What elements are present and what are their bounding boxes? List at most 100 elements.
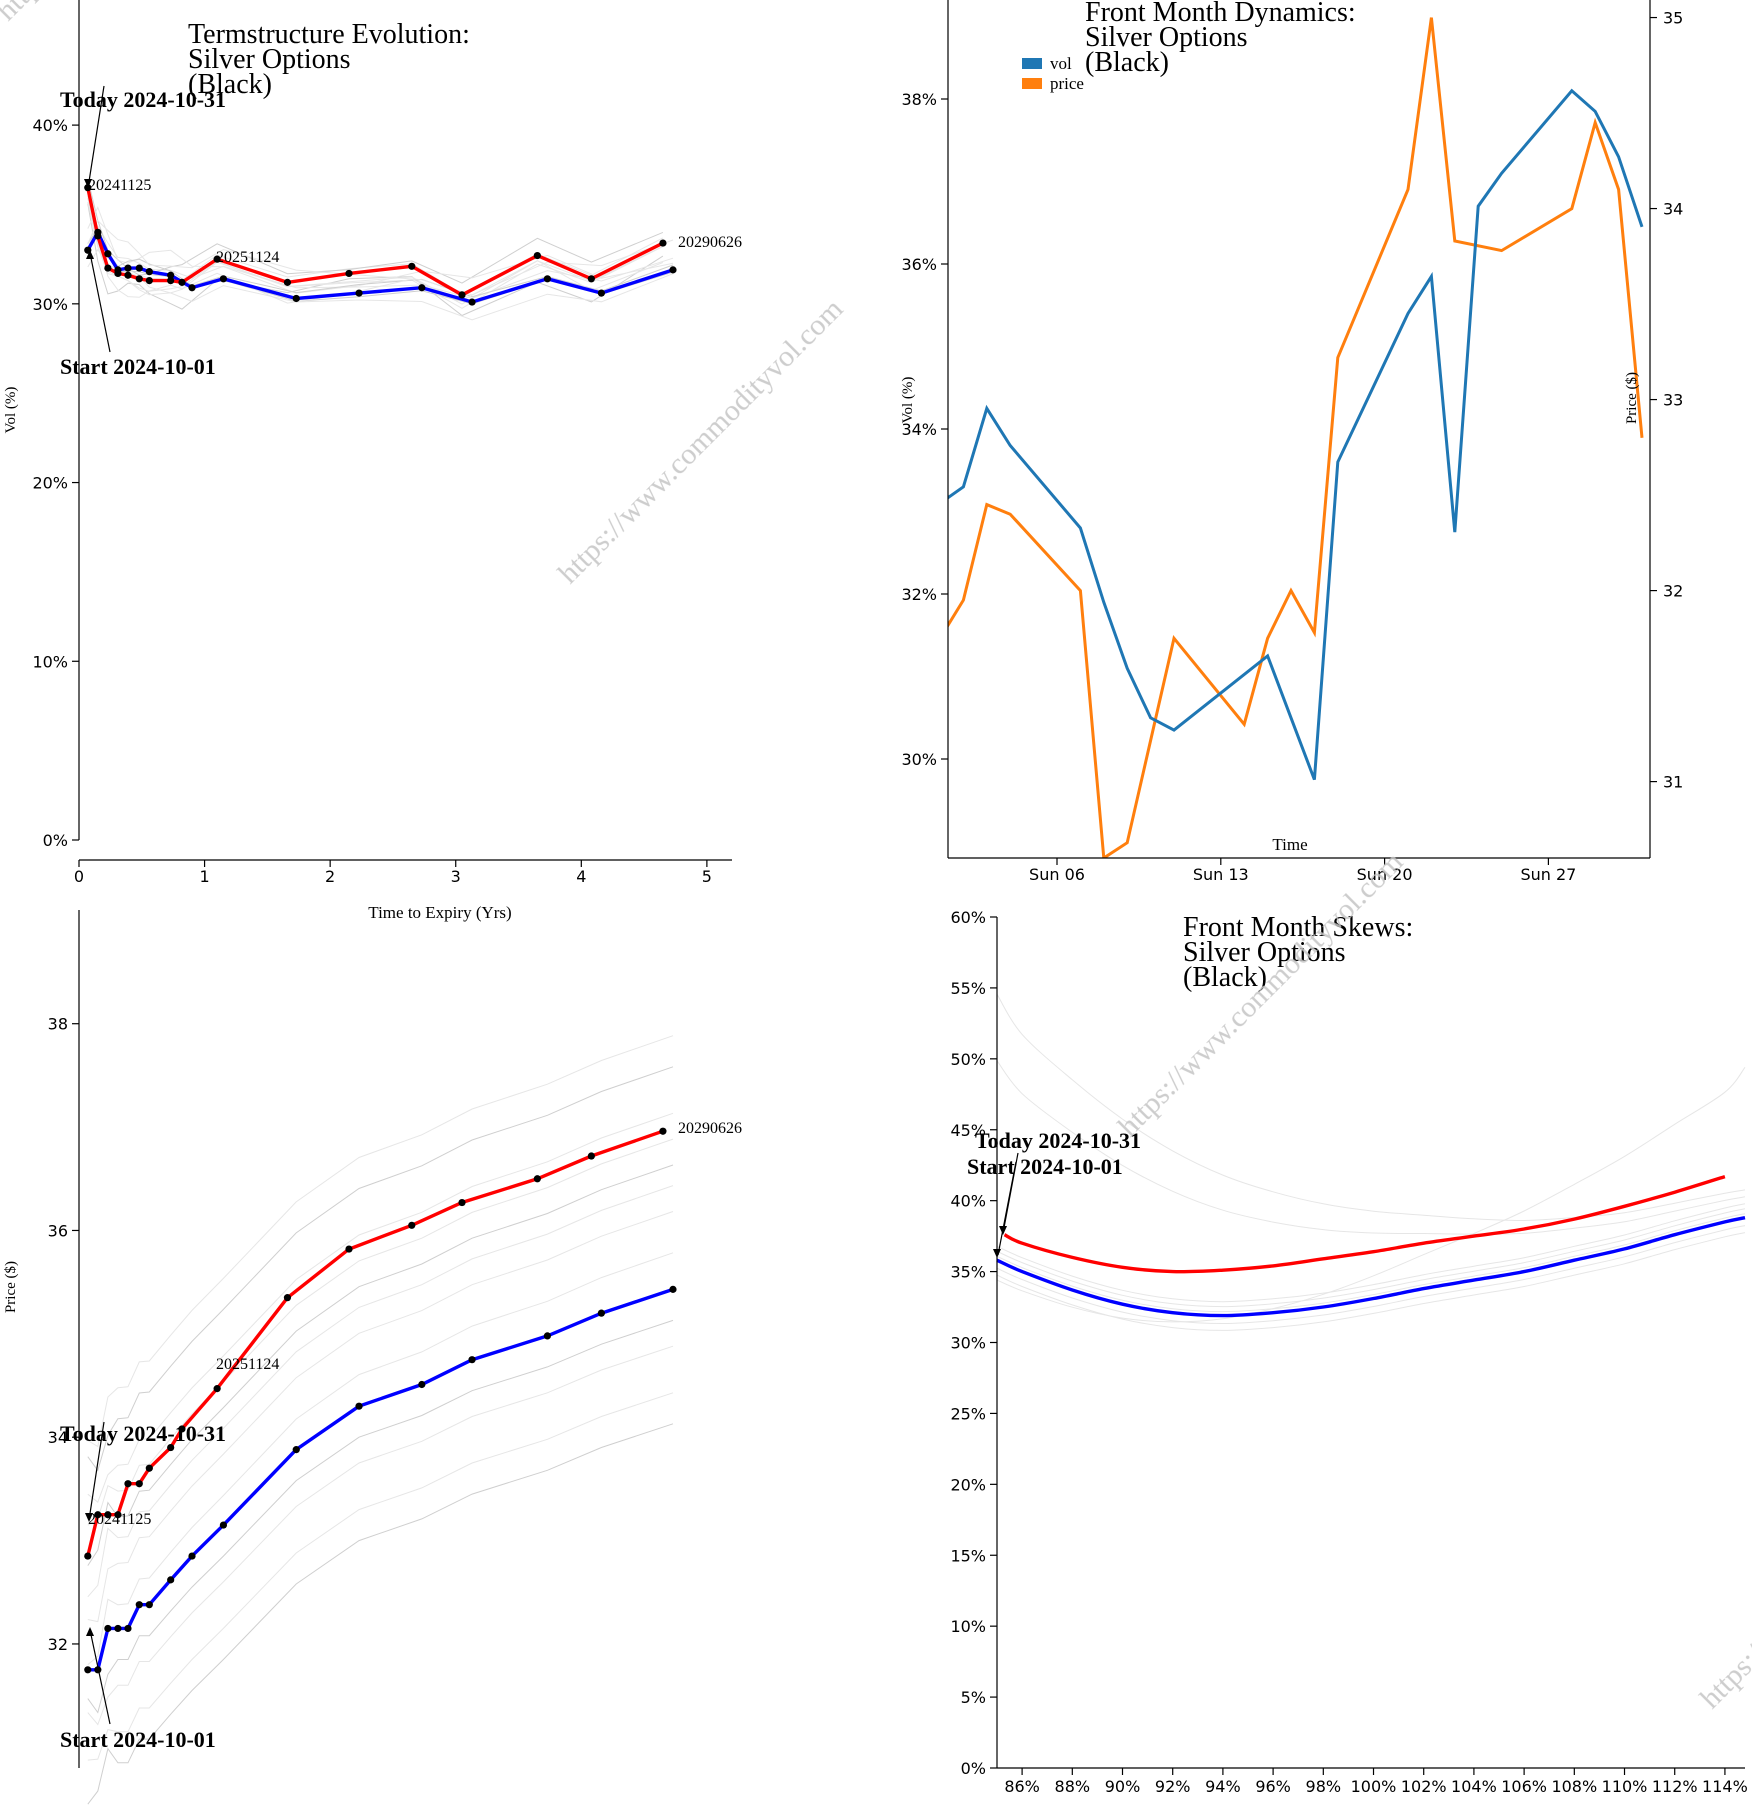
frontmonth-x-label: Time xyxy=(1272,835,1307,854)
frontmonth-series xyxy=(948,17,1644,858)
frontmonth-panel: 30% 32% 34% 36% 38% 31 32 33 34 35 Sun 06 Sun 13 Sun… xyxy=(900,0,1683,884)
futures-point: Start 2024-10-01: 4.16 yrs, $35.2 xyxy=(597,1309,606,1317)
frontmonth-y-tick-label: 30% xyxy=(901,750,937,769)
skews-x-tick-label: 112% xyxy=(1652,1777,1698,1796)
frontmonth-y-tick-label-right: 34 xyxy=(1663,200,1683,219)
termstructure-point: Start 2024-10-01: 1.73 yrs, 30.3% xyxy=(292,294,300,303)
termstructure-point: Start 2024-10-01: 2.73 yrs, 30.9% xyxy=(418,284,426,292)
termstructure-y-tick-label: 40% xyxy=(32,116,68,135)
futures-contract-label-mid: 20251124 xyxy=(216,1356,279,1373)
futures-today-arrowhead xyxy=(85,1513,93,1522)
termstructure-today-arrowhead xyxy=(84,179,92,188)
skews-x-tick-label: 100% xyxy=(1351,1777,1397,1796)
futures-point: Start 2024-10-01: 0.39 yrs, $32.15 xyxy=(124,1624,132,1633)
futures-history-line xyxy=(87,1345,674,1726)
skews-start-annotation: Start 2024-10-01 xyxy=(967,1154,1123,1179)
skews-x-tick-label: 114% xyxy=(1702,1777,1748,1796)
termstructure-x-tick-label: 4 xyxy=(576,867,586,886)
frontmonth-title-line3: (Black) xyxy=(1085,47,1169,78)
termstructure-today-annotation: Today 2024-10-31 xyxy=(60,87,226,112)
skews-y-tick-label: 15% xyxy=(950,1546,986,1565)
futures-history-line xyxy=(87,1035,674,1448)
futures-point: Today 2024-10-31: 3.65 yrs, $36.5 xyxy=(533,1175,541,1183)
termstructure-point: Start 2024-10-01: 0.73 yrs, 31.6% xyxy=(167,271,175,279)
skews-title-line1: Front Month Skews: xyxy=(1183,912,1413,943)
skews-x-tick-label: 110% xyxy=(1602,1777,1648,1796)
termstructure-x-tick-label: 3 xyxy=(451,867,461,886)
termstructure-start-arrowhead xyxy=(86,250,94,259)
termstructure-point: Start 2024-10-01: 0.23 yrs, 32.8% xyxy=(104,250,112,258)
skews-x-tick-label: 86% xyxy=(1004,1777,1040,1796)
termstructure-point: Start 2024-10-01: 0.9 yrs, 30.9% xyxy=(188,284,196,292)
skews-history-line xyxy=(996,1203,1746,1303)
legend-price-swatch xyxy=(1022,78,1042,89)
skews-history-line xyxy=(996,993,1746,1222)
futures-point: Start 2024-10-01: 0.73 yrs, $32.62 xyxy=(167,1576,175,1584)
futures-y-tick-label: 32 xyxy=(48,1635,68,1654)
termstructure-history-line xyxy=(87,195,664,304)
skews-x-tick-label: 96% xyxy=(1255,1777,1291,1796)
frontmonth-x-tick-label: Sun 20 xyxy=(1357,865,1413,884)
futures-start-arrow xyxy=(89,1629,111,1725)
futures-point: Today 2024-10-31: 4.08 yrs, $36.72 xyxy=(587,1152,595,1160)
termstructure-x-tick-label: 1 xyxy=(199,867,209,886)
futures-point: Today 2024-10-31: 0.56 yrs, $33.7 xyxy=(145,1464,153,1472)
skews-x-tick-label: 104% xyxy=(1451,1777,1497,1796)
frontmonth-lines xyxy=(948,17,1644,858)
skews-x-tick-label: 88% xyxy=(1055,1777,1091,1796)
futures-y-tick-label: 36 xyxy=(48,1221,68,1240)
termstructure-point: Today 2024-10-31: 4.65 yrs, 33.4% xyxy=(659,239,667,247)
termstructure-x-tick-label: 5 xyxy=(702,867,712,886)
futures-history-line xyxy=(87,1066,674,1472)
termstructure-point: Today 2024-10-31: 0.48 yrs, 31.4% xyxy=(135,275,143,283)
termstructure-y-tick-label: 0% xyxy=(43,831,68,850)
termstructure-x-label: Time to Expiry (Yrs) xyxy=(368,903,511,922)
termstructure-point: Start 2024-10-01: 3.73 yrs, 31.4% xyxy=(543,275,552,283)
futures-point: Start 2024-10-01: 2.73 yrs, $34.51 xyxy=(418,1380,426,1389)
frontmonth-x-tick-label: Sun 06 xyxy=(1029,865,1085,884)
termstructure-today-arrow xyxy=(87,85,105,189)
termstructure-point: Today 2024-10-31: 0.82 yrs, 31.2% xyxy=(178,278,186,286)
frontmonth-y-tick-label: 32% xyxy=(901,585,937,604)
futures-point: Start 2024-10-01: 4.73 yrs, $35.43 xyxy=(669,1285,677,1293)
frontmonth-y-tick-label-right: 32 xyxy=(1663,582,1683,601)
futures-point: Start 2024-10-01: 1.15 yrs, $33.15 xyxy=(219,1521,228,1529)
frontmonth-y-tick-label: 36% xyxy=(901,255,937,274)
futures-point: Start 2024-10-01: 0.9 yrs, $32.85 xyxy=(188,1552,196,1560)
futures-history-line xyxy=(87,1164,674,1566)
futures-point: Today 2024-10-31: 0.48 yrs, $33.55 xyxy=(135,1480,143,1488)
futures-contract-label-last: 20290626 xyxy=(678,1120,742,1137)
futures-y-label: Price ($) xyxy=(3,1261,19,1313)
skews-start-arrow xyxy=(997,1161,1017,1256)
termstructure-start-annotation: Start 2024-10-01 xyxy=(60,354,216,379)
legend-vol-label: vol xyxy=(1050,54,1072,73)
futures-point: Today 2024-10-31: 4.65 yrs, $36.96 xyxy=(659,1127,667,1135)
skews-today-annotation: Today 2024-10-31 xyxy=(975,1128,1141,1153)
termstructure-point: Start 2024-10-01: 0.56 yrs, 31.8% xyxy=(145,268,153,276)
termstructure-title-line1: Termstructure Evolution: xyxy=(188,19,470,50)
skews-y-tick-label: 30% xyxy=(950,1334,986,1353)
frontmonth-y-label-right: Price ($) xyxy=(1624,372,1640,424)
futures-point: Today 2024-10-31: 2.65 yrs, $36.05 xyxy=(408,1221,416,1229)
termstructure-point: Start 2024-10-01: 4.16 yrs, 30.6% xyxy=(597,289,606,297)
termstructure-y-tick-label: 30% xyxy=(32,295,68,314)
termstructure-y-tick-label: 10% xyxy=(32,652,68,671)
termstructure-point: Today 2024-10-31: 2.15 yrs, 31.7% xyxy=(345,269,353,278)
skews-series xyxy=(996,1174,1746,1318)
skews-x-tick-label: 108% xyxy=(1551,1777,1597,1796)
termstructure-axes: 0% 10% 20% 30% 40% 0 1 2 3 4 5 xyxy=(32,0,732,886)
skews-series-line xyxy=(996,1216,1746,1318)
skews-x-tick-label: 90% xyxy=(1105,1777,1141,1796)
termstructure-point: Start 2024-10-01: 3.13 yrs, 30.1% xyxy=(468,298,476,306)
frontmonth-y-tick-label: 34% xyxy=(901,420,937,439)
futures-history-lines xyxy=(87,1035,674,1805)
skews-y-tick-label: 0% xyxy=(961,1759,986,1778)
futures-history-line xyxy=(87,1392,674,1761)
termstructure-contract-label-last: 20290626 xyxy=(678,234,742,251)
futures-point: Today 2024-10-31: 3.05 yrs, $36.27 xyxy=(458,1198,466,1207)
futures-point: Today 2024-10-31: 0.31 yrs, $33.25 xyxy=(114,1511,122,1519)
termstructure-point: Start 2024-10-01: 0.31 yrs, 31.9% xyxy=(114,266,122,274)
skews-x-tick-label: 102% xyxy=(1401,1777,1447,1796)
skews-x-tick-label: 94% xyxy=(1205,1777,1241,1796)
futures-y-tick-label: 34 xyxy=(48,1428,68,1447)
